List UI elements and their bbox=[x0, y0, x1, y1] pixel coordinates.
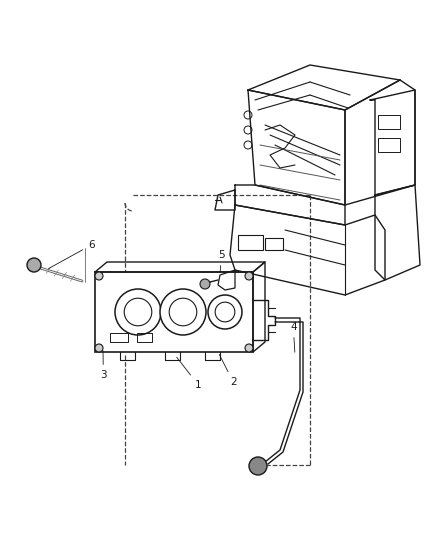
Bar bbox=[110, 333, 128, 342]
Circle shape bbox=[95, 272, 103, 280]
Circle shape bbox=[248, 457, 266, 475]
Circle shape bbox=[159, 289, 205, 335]
Circle shape bbox=[95, 344, 103, 352]
Text: 4: 4 bbox=[290, 322, 296, 352]
Circle shape bbox=[27, 258, 41, 272]
Text: 6: 6 bbox=[48, 240, 95, 269]
Text: 3: 3 bbox=[100, 351, 106, 380]
Text: 5: 5 bbox=[218, 250, 224, 272]
Circle shape bbox=[244, 272, 252, 280]
Circle shape bbox=[115, 289, 161, 335]
Text: 1: 1 bbox=[177, 357, 201, 390]
Bar bbox=[265, 238, 283, 250]
Circle shape bbox=[200, 279, 209, 289]
Text: 2: 2 bbox=[219, 354, 236, 387]
Bar bbox=[137, 333, 152, 342]
Circle shape bbox=[244, 344, 252, 352]
Bar bbox=[377, 115, 399, 129]
Bar bbox=[377, 138, 399, 152]
Bar bbox=[95, 272, 252, 352]
Bar bbox=[237, 235, 262, 250]
Circle shape bbox=[208, 295, 241, 329]
